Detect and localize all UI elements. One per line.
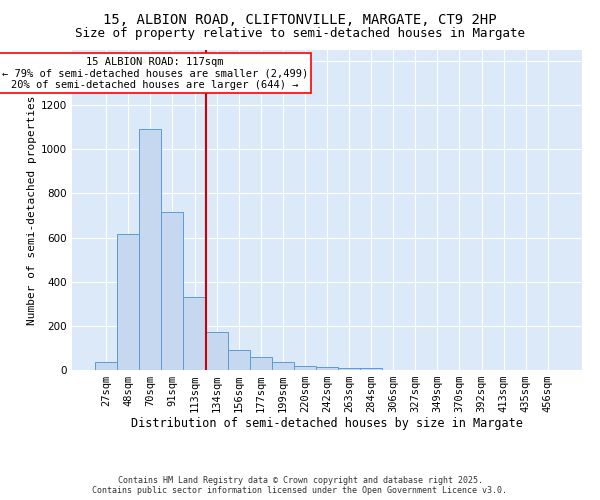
Bar bbox=[250, 357, 272, 370]
X-axis label: Distribution of semi-detached houses by size in Margate: Distribution of semi-detached houses by … bbox=[131, 416, 523, 430]
Bar bbox=[184, 297, 206, 370]
Bar bbox=[139, 130, 161, 370]
Y-axis label: Number of semi-detached properties: Number of semi-detached properties bbox=[27, 95, 37, 325]
Bar bbox=[206, 332, 227, 370]
Text: 15 ALBION ROAD: 117sqm
← 79% of semi-detached houses are smaller (2,499)
20% of : 15 ALBION ROAD: 117sqm ← 79% of semi-det… bbox=[2, 56, 308, 90]
Text: Size of property relative to semi-detached houses in Margate: Size of property relative to semi-detach… bbox=[75, 28, 525, 40]
Bar bbox=[117, 234, 139, 370]
Bar bbox=[360, 368, 382, 370]
Bar bbox=[316, 366, 338, 370]
Bar bbox=[95, 362, 117, 370]
Bar bbox=[272, 362, 294, 370]
Text: Contains HM Land Registry data © Crown copyright and database right 2025.
Contai: Contains HM Land Registry data © Crown c… bbox=[92, 476, 508, 495]
Text: 15, ALBION ROAD, CLIFTONVILLE, MARGATE, CT9 2HP: 15, ALBION ROAD, CLIFTONVILLE, MARGATE, … bbox=[103, 12, 497, 26]
Bar bbox=[161, 212, 184, 370]
Bar bbox=[227, 350, 250, 370]
Bar bbox=[338, 368, 360, 370]
Bar bbox=[294, 366, 316, 370]
